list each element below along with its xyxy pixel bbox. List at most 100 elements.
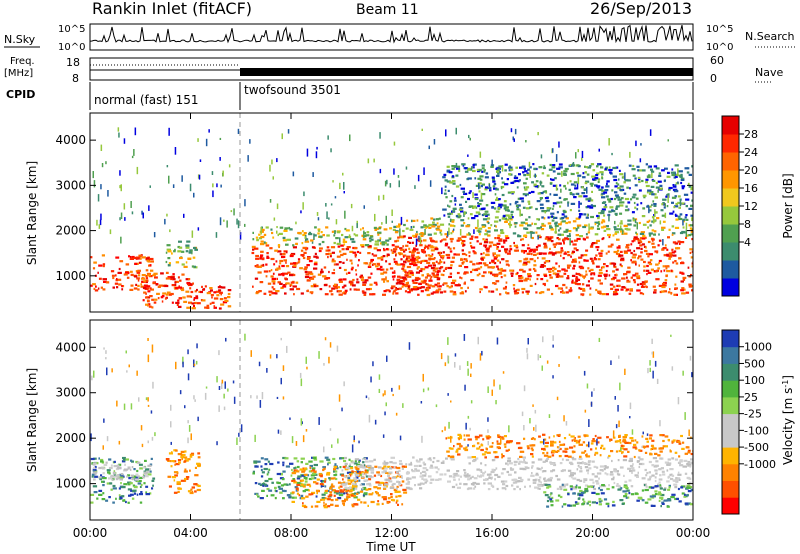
heatmap-cell — [345, 491, 348, 494]
heatmap-cell — [386, 280, 389, 283]
heatmap-cell — [294, 237, 299, 240]
heatmap-cell — [121, 486, 126, 489]
heatmap-cell — [678, 174, 681, 177]
heatmap-cell — [477, 177, 482, 180]
heatmap-cell — [550, 292, 554, 296]
heatmap-cell — [322, 468, 325, 472]
heatmap-cell — [420, 226, 424, 229]
heatmap-cell — [186, 306, 191, 309]
heatmap-cell — [220, 184, 222, 188]
heatmap-cell — [308, 477, 313, 481]
heatmap-cell — [187, 420, 189, 424]
heatmap-cell — [172, 278, 176, 281]
heatmap-cell — [612, 285, 616, 288]
heatmap-cell — [648, 471, 651, 474]
heatmap-cell — [354, 458, 360, 461]
heatmap-cell — [402, 245, 405, 248]
heatmap-cell — [186, 281, 191, 285]
y-tick-label: 3000 — [55, 178, 86, 192]
heatmap-cell — [402, 488, 407, 491]
heatmap-cell — [627, 496, 630, 499]
heatmap-cell — [597, 180, 600, 183]
heatmap-cell — [391, 220, 393, 223]
heatmap-cell — [627, 243, 630, 246]
heatmap-cell — [456, 448, 459, 451]
heatmap-cell — [582, 289, 586, 292]
heatmap-cell — [278, 265, 281, 268]
heatmap-cell — [344, 292, 347, 295]
heatmap-cell — [566, 483, 569, 486]
heatmap-cell — [675, 218, 679, 221]
heatmap-cell — [218, 350, 220, 356]
y-tick-label: 2000 — [55, 431, 86, 445]
heatmap-cell — [642, 207, 646, 210]
heatmap-cell — [491, 206, 494, 209]
heatmap-cell — [643, 269, 646, 272]
heatmap-cell — [362, 238, 367, 241]
heatmap-cell — [587, 231, 591, 234]
heatmap-cell — [380, 481, 385, 485]
heatmap-cell — [669, 288, 671, 291]
heatmap-cell — [661, 226, 666, 229]
heatmap-cell — [436, 273, 439, 276]
heatmap-cell — [368, 482, 372, 485]
heatmap-cell — [630, 251, 633, 255]
heatmap-cell — [93, 180, 96, 188]
heatmap-cell — [507, 463, 509, 466]
heatmap-cell — [274, 249, 278, 252]
heatmap-cell — [575, 484, 578, 487]
heatmap-cell — [282, 461, 285, 464]
heatmap-cell — [677, 217, 683, 221]
heatmap-cell — [198, 174, 201, 180]
heatmap-cell — [628, 164, 632, 167]
heatmap-cell — [435, 404, 438, 408]
heatmap-cell — [183, 470, 188, 473]
heatmap-cell — [496, 174, 500, 177]
heatmap-cell — [556, 237, 559, 240]
heatmap-cell — [604, 466, 608, 469]
heatmap-cell — [678, 455, 681, 458]
heatmap-cell — [351, 240, 356, 243]
heatmap-cell — [583, 500, 586, 503]
heatmap-cell — [475, 457, 479, 460]
heatmap-cell — [464, 290, 467, 293]
heatmap-cell — [171, 284, 176, 287]
heatmap-cell — [664, 212, 667, 219]
heatmap-cell — [320, 479, 323, 483]
heatmap-cell — [586, 186, 588, 194]
heatmap-cell — [652, 246, 656, 249]
heatmap-cell — [160, 296, 164, 299]
heatmap-cell — [191, 486, 195, 489]
heatmap-cell — [638, 264, 640, 267]
heatmap-cell — [370, 376, 372, 383]
heatmap-cell — [442, 273, 445, 277]
heatmap-cell — [126, 276, 130, 279]
heatmap-cell — [401, 476, 403, 479]
heatmap-cell — [373, 254, 378, 257]
heatmap-cell — [346, 493, 349, 496]
heatmap-cell — [558, 265, 560, 268]
heatmap-cell — [481, 183, 485, 186]
heatmap-cell — [189, 183, 192, 192]
heatmap-cell — [398, 180, 400, 188]
heatmap-cell — [598, 212, 602, 215]
heatmap-cell — [628, 459, 633, 463]
heatmap-cell — [348, 473, 353, 476]
heatmap-cell — [542, 252, 547, 255]
heatmap-cell — [476, 447, 480, 450]
heatmap-cell — [576, 164, 580, 167]
heatmap-cell — [262, 484, 265, 487]
heatmap-cell — [472, 163, 475, 167]
heatmap-cell — [573, 445, 576, 448]
heatmap-cell — [150, 288, 154, 291]
heatmap-cell — [686, 484, 691, 487]
heatmap-cell — [259, 483, 263, 486]
heatmap-cell — [147, 354, 150, 363]
heatmap-cell — [477, 336, 479, 345]
heatmap-cell — [199, 159, 202, 162]
heatmap-cell — [543, 261, 547, 264]
heatmap-cell — [331, 258, 335, 261]
heatmap-cell — [627, 467, 632, 470]
heatmap-cell — [102, 472, 105, 475]
heatmap-cell — [478, 227, 483, 230]
